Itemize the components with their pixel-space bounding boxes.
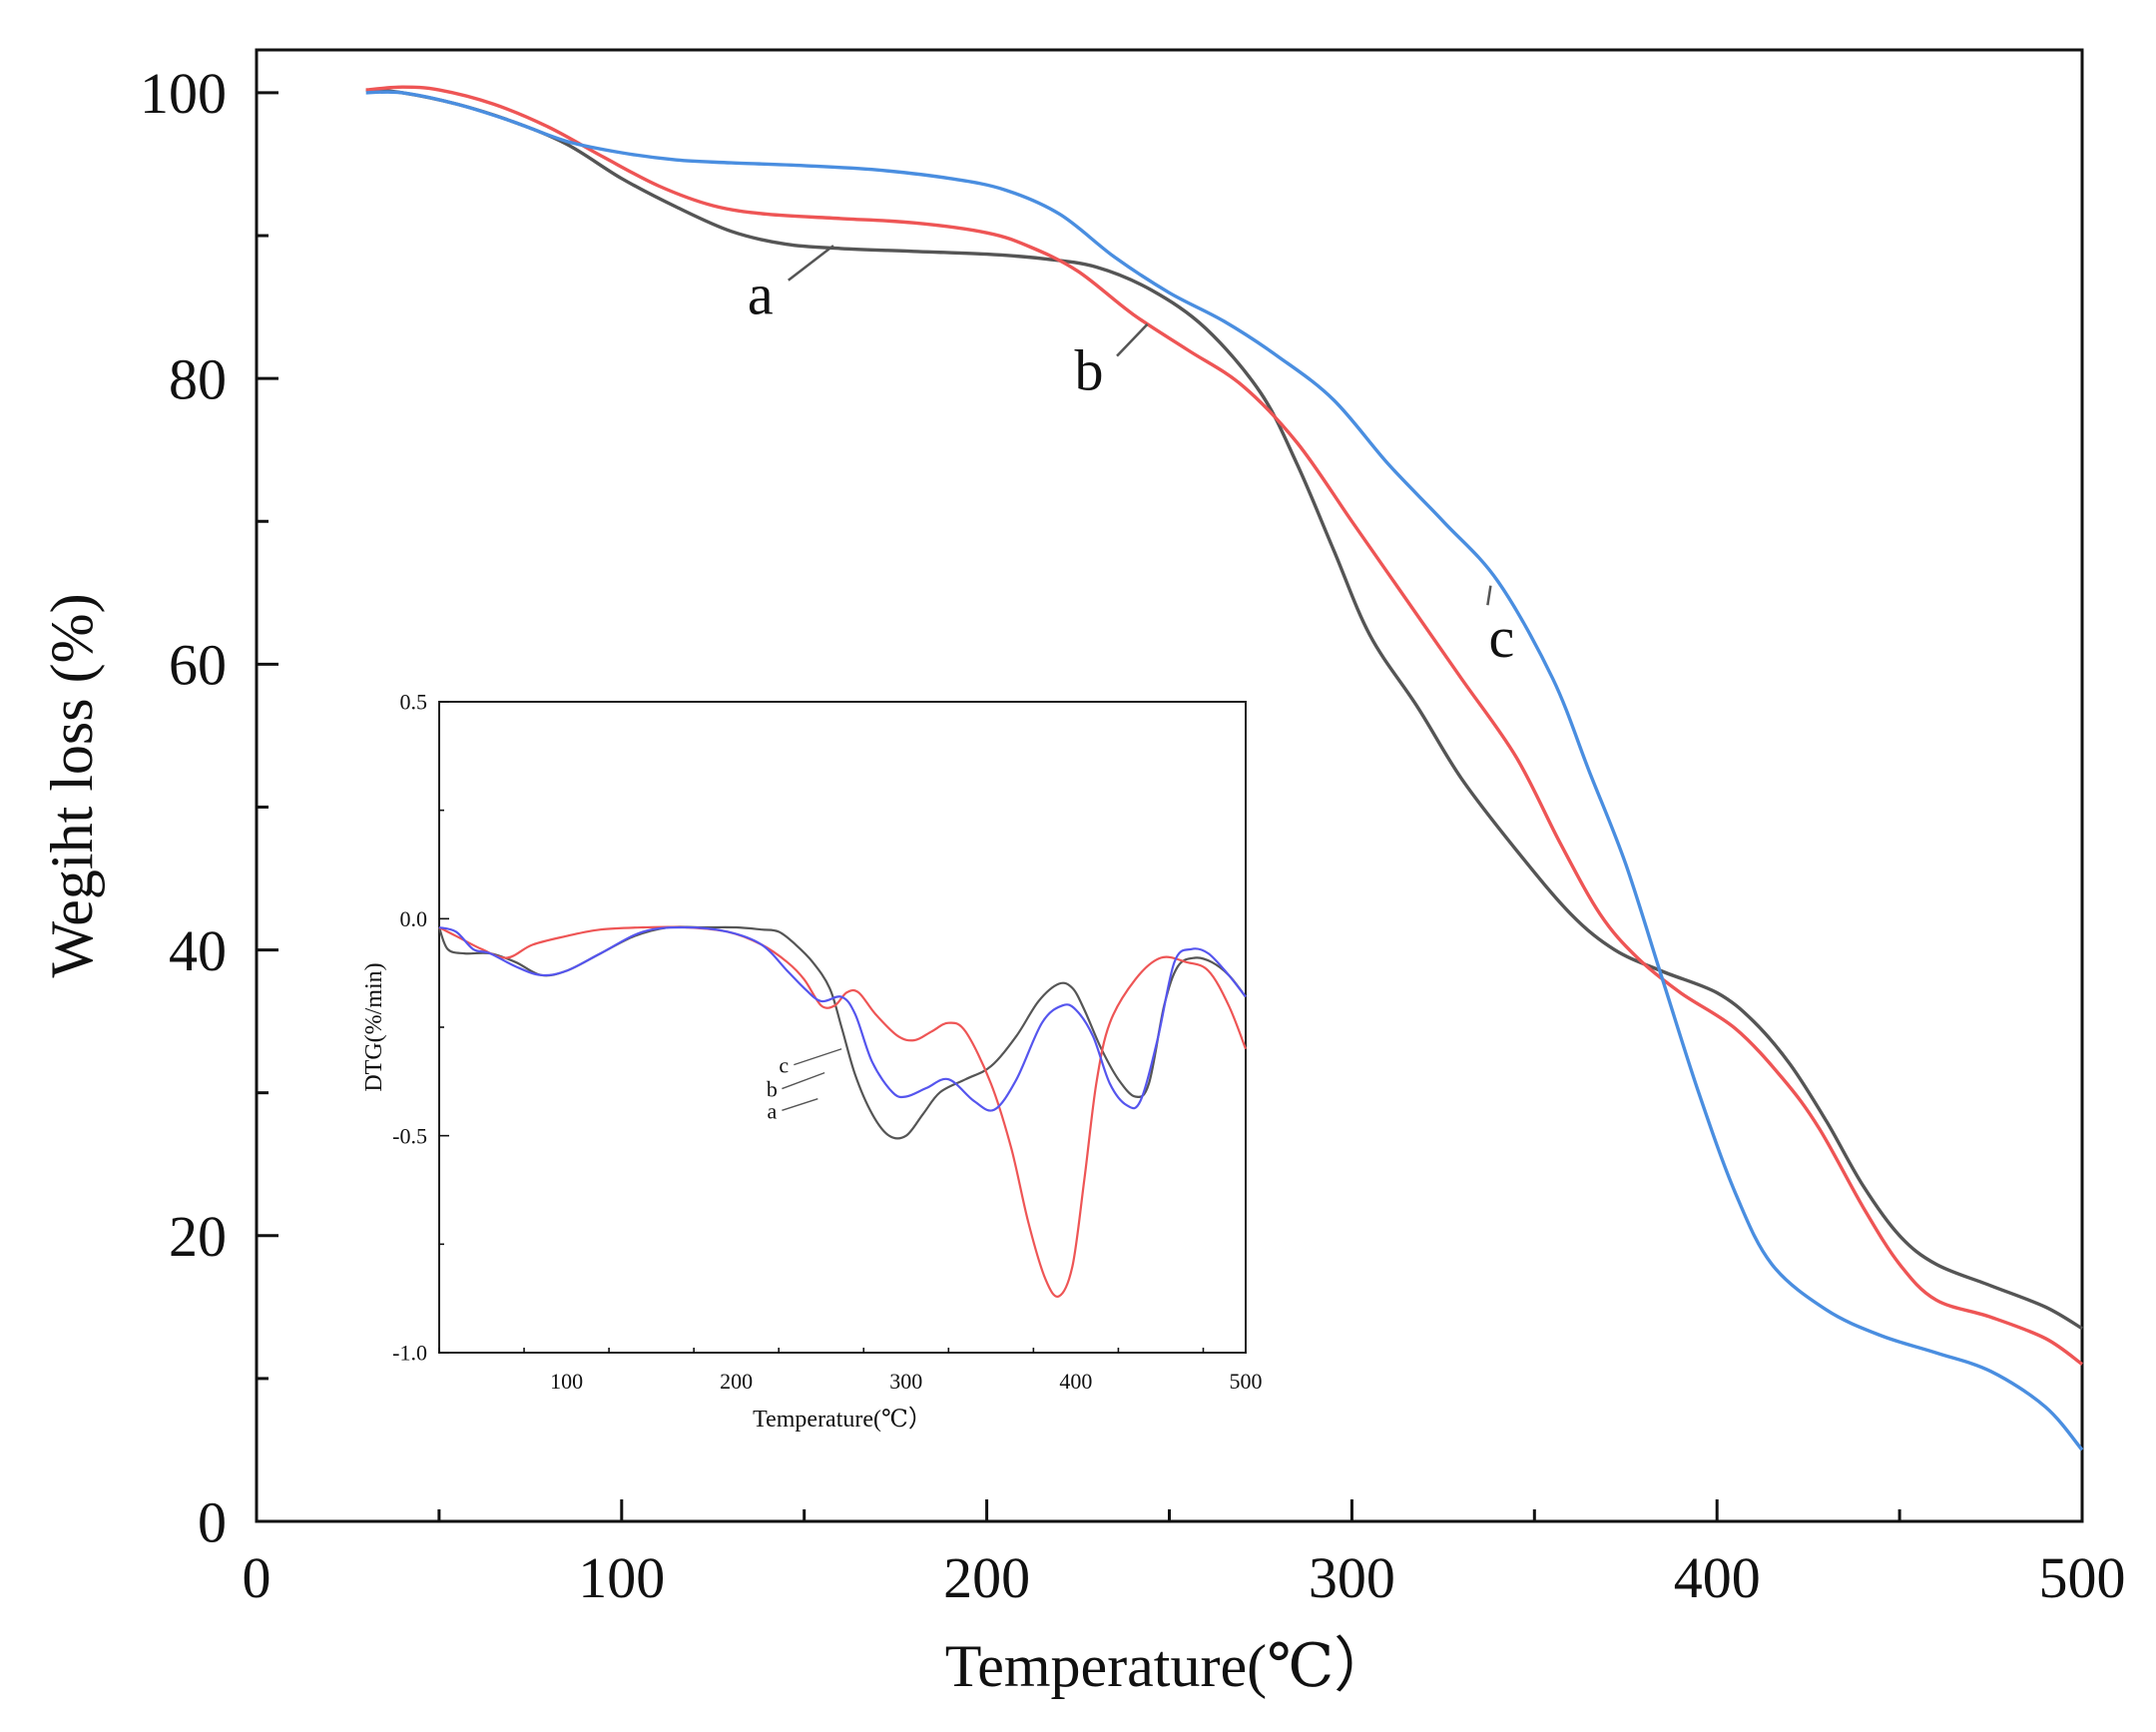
inset-x-tick-label: 300 xyxy=(889,1369,922,1394)
main-x-tick-label: 400 xyxy=(1674,1545,1761,1610)
main-x-tick-label: 500 xyxy=(2039,1545,2126,1610)
inset-x-tick-label: 200 xyxy=(720,1369,753,1394)
inset-series-label-b: b xyxy=(767,1077,778,1102)
main-series-line-c xyxy=(365,90,2084,1451)
inset-series-line-b xyxy=(438,925,1248,1298)
main-y-tick-label: 100 xyxy=(140,61,227,126)
inset-x-axis-label: Temperature(℃） xyxy=(753,1407,932,1433)
inset-label-leader-a xyxy=(782,1098,818,1111)
main-x-axis-label: Temperature(℃） xyxy=(945,1633,1393,1699)
inset-x-tick-label: 100 xyxy=(550,1369,583,1394)
main-ticks: 0 100 200 300 400 500 0 20 40 60 80 100 xyxy=(140,61,2126,1610)
main-x-tick-label: 300 xyxy=(1309,1545,1395,1610)
inset-x-tick-label: 500 xyxy=(1230,1369,1263,1394)
main-x-tick-label: 200 xyxy=(943,1545,1030,1610)
inset-label-leader-b xyxy=(782,1071,825,1090)
main-label-leader-a xyxy=(788,245,834,282)
main-y-axis-label: Wegiht loss (%) xyxy=(39,593,105,977)
inset-label-leader-c xyxy=(794,1048,842,1066)
inset-x-tick-label: 400 xyxy=(1059,1369,1092,1394)
inset-series-labels: abc xyxy=(767,1048,842,1123)
main-series-label-b: b xyxy=(1075,338,1104,403)
main-y-tick-label: 0 xyxy=(198,1489,227,1554)
main-y-tick-label: 20 xyxy=(169,1204,227,1269)
inset-series-line-c xyxy=(438,925,1247,1112)
inset-y-tick-label: -0.5 xyxy=(392,1123,427,1148)
inset-series-lines xyxy=(437,925,1248,1298)
inset-y-axis-label: DTG(%/min) xyxy=(361,962,387,1091)
inset-y-tick-label: 0.0 xyxy=(400,906,428,931)
inset-background xyxy=(359,686,1276,1446)
inset-y-tick-label: -1.0 xyxy=(392,1341,427,1366)
main-series-labels: a b c xyxy=(748,245,1515,670)
inset-ticks: 100 200 300 400 500 -1.0 -0.5 0.0 0.5 xyxy=(392,690,1262,1394)
main-label-leader-b xyxy=(1116,322,1149,357)
main-y-tick-label: 80 xyxy=(169,346,227,411)
main-x-tick-label: 100 xyxy=(578,1545,665,1610)
main-x-tick-label: 0 xyxy=(243,1545,271,1610)
main-y-tick-label: 40 xyxy=(169,918,227,983)
main-series-label-c: c xyxy=(1489,605,1515,670)
inset-series-label-c: c xyxy=(779,1053,789,1078)
main-series-lines xyxy=(365,85,2084,1451)
main-series-line-a xyxy=(365,88,2083,1331)
inset-chart: 100 200 300 400 500 -1.0 -0.5 0.0 0.5 abc Temper… xyxy=(359,686,1276,1446)
inset-series-label-a: a xyxy=(768,1098,778,1123)
main-y-tick-label: 60 xyxy=(169,633,227,698)
main-series-line-b xyxy=(365,85,2084,1366)
inset-y-tick-label: 0.5 xyxy=(400,690,428,715)
main-series-label-a: a xyxy=(748,263,774,327)
main-label-leader-c xyxy=(1486,585,1492,606)
